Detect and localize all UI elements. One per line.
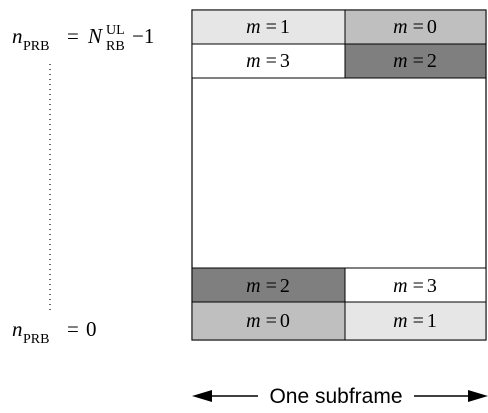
svg-text:PRB: PRB [23,332,49,347]
cell-bottom-row1-left [191,267,346,303]
cell-label: m = 3 [393,275,437,297]
cell-label: m = 1 [393,310,437,332]
svg-text:RB: RB [106,39,125,54]
svg-text:UL: UL [106,23,125,38]
subframe-label: One subframe [269,385,402,408]
svg-text:=: = [67,24,79,48]
arrow-right-icon [468,390,488,402]
svg-text:N: N [87,24,103,48]
bottom-prb-label: n PRB = 0 [12,317,97,347]
cell-top-row1-left [191,9,346,45]
svg-text:−1: −1 [132,24,154,48]
cell-label: m = 0 [246,310,290,332]
cell-top-row1-right [344,9,487,45]
cell-top-row2-right [344,43,487,79]
cell-label: m = 2 [393,50,437,72]
svg-text:PRB: PRB [23,39,49,54]
cell-label: m = 3 [246,50,290,72]
svg-text:0: 0 [86,317,97,341]
cell-bottom-row2-right [344,301,487,341]
cell-label: m = 2 [246,275,290,297]
cell-label: m = 0 [393,16,437,38]
cell-label: m = 1 [246,16,290,38]
svg-text:n: n [12,317,23,341]
cell-bottom-row2-left [191,301,346,341]
svg-text:=: = [67,317,79,341]
top-prb-label: n PRB = N UL RB −1 [12,23,154,54]
arrow-left-icon [192,390,212,402]
svg-text:n: n [12,24,23,48]
subframe-arrow: One subframe [192,385,488,408]
